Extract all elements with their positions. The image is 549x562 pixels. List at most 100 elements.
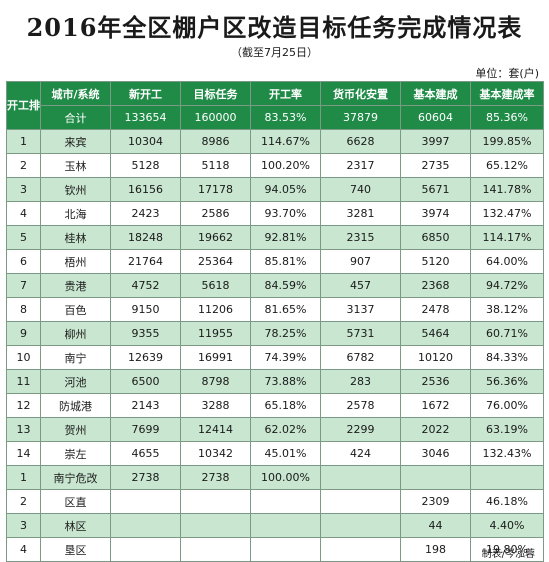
- value-cell: 5118: [180, 153, 251, 178]
- value-cell: 5120: [400, 249, 471, 274]
- value-cell: 3288: [180, 393, 251, 418]
- page-title: 2016年全区棚户区改造目标任务完成情况表: [26, 13, 523, 42]
- table-row: 2 区直 2309 46.18%: [6, 489, 544, 514]
- value-cell: 2143: [110, 393, 181, 418]
- table-row: 4 垦区 198 19.80%: [6, 537, 544, 562]
- table-row: 11 河池 6500 8798 73.88% 283 2536 56.36%: [6, 369, 544, 394]
- city-cell: 桂林: [40, 225, 111, 250]
- value-cell: [110, 489, 181, 514]
- value-cell: 21764: [110, 249, 181, 274]
- value-cell: 19.80%: [470, 537, 544, 562]
- value-cell: 18248: [110, 225, 181, 250]
- value-cell: 5671: [400, 177, 471, 202]
- value-cell: 16156: [110, 177, 181, 202]
- value-cell: 3137: [320, 297, 401, 322]
- value-cell: 2738: [180, 465, 251, 490]
- value-cell: 5618: [180, 273, 251, 298]
- value-cell: 11955: [180, 321, 251, 346]
- rank-cell: 10: [6, 345, 41, 370]
- value-cell: 2423: [110, 201, 181, 226]
- rank-cell: 8: [6, 297, 41, 322]
- value-cell: 93.70%: [250, 201, 321, 226]
- table-row: 3 林区 44 4.40%: [6, 513, 544, 538]
- column-header: 基本建成率: [470, 81, 544, 106]
- value-cell: 63.19%: [470, 417, 544, 442]
- value-cell: 4655: [110, 441, 181, 466]
- value-cell: 3046: [400, 441, 471, 466]
- city-cell: 南宁: [40, 345, 111, 370]
- value-cell: 6782: [320, 345, 401, 370]
- city-cell: 梧州: [40, 249, 111, 274]
- total-cell: 60604: [400, 105, 471, 130]
- value-cell: 132.43%: [470, 441, 544, 466]
- value-cell: 44: [400, 513, 471, 538]
- rank-cell: 1: [6, 465, 41, 490]
- value-cell: 74.39%: [250, 345, 321, 370]
- city-cell: 来宾: [40, 129, 111, 154]
- total-cell: 160000: [180, 105, 251, 130]
- value-cell: 4.40%: [470, 513, 544, 538]
- rank-cell: 13: [6, 417, 41, 442]
- table-row: 13 贺州 7699 12414 62.02% 2299 2022 63.19%: [6, 417, 544, 442]
- rank-cell: 5: [6, 225, 41, 250]
- table-row: 1 南宁危改 2738 2738 100.00%: [6, 465, 544, 490]
- value-cell: 85.81%: [250, 249, 321, 274]
- value-cell: 5731: [320, 321, 401, 346]
- city-cell: 垦区: [40, 537, 111, 562]
- total-row: 合计 133654 160000 83.53% 37879 60604 85.3…: [7, 105, 544, 130]
- value-cell: 7699: [110, 417, 181, 442]
- column-header: 新开工: [110, 81, 181, 106]
- table-row: 9 柳州 9355 11955 78.25% 5731 5464 60.71%: [6, 321, 544, 346]
- rank-cell: 2: [6, 153, 41, 178]
- rank-cell: 2: [6, 489, 41, 514]
- city-cell: 北海: [40, 201, 111, 226]
- value-cell: 5128: [110, 153, 181, 178]
- value-cell: 65.12%: [470, 153, 544, 178]
- table-row: 1 来宾 10304 8986 114.67% 6628 3997 199.85%: [6, 129, 544, 154]
- value-cell: [250, 537, 321, 562]
- value-cell: 198: [400, 537, 471, 562]
- rank-cell: 7: [6, 273, 41, 298]
- value-cell: 6500: [110, 369, 181, 394]
- value-cell: 5464: [400, 321, 471, 346]
- city-cell: 防城港: [40, 393, 111, 418]
- value-cell: 94.05%: [250, 177, 321, 202]
- value-cell: 19662: [180, 225, 251, 250]
- city-cell: 区直: [40, 489, 111, 514]
- value-cell: 114.67%: [250, 129, 321, 154]
- value-cell: 78.25%: [250, 321, 321, 346]
- table-row: 7 贵港 4752 5618 84.59% 457 2368 94.72%: [6, 273, 544, 298]
- rank-cell: 1: [6, 129, 41, 154]
- table-body: 1 来宾 10304 8986 114.67% 6628 3997 199.85% 2 玉林 512…: [6, 129, 544, 562]
- rank-cell: 14: [6, 441, 41, 466]
- rank-header: 开工排名: [6, 81, 41, 130]
- value-cell: [470, 465, 544, 490]
- unit-label: 单位：套(户): [475, 67, 539, 80]
- value-cell: [180, 489, 251, 514]
- city-cell: 百色: [40, 297, 111, 322]
- table-row: 5 桂林 18248 19662 92.81% 2315 6850 114.17%: [6, 225, 544, 250]
- value-cell: 3997: [400, 129, 471, 154]
- column-header: 目标任务: [180, 81, 251, 106]
- city-cell: 贺州: [40, 417, 111, 442]
- value-cell: 141.78%: [470, 177, 544, 202]
- value-cell: 2317: [320, 153, 401, 178]
- value-cell: 16991: [180, 345, 251, 370]
- column-header: 开工率: [250, 81, 321, 106]
- table-row: 12 防城港 2143 3288 65.18% 2578 1672 76.00%: [6, 393, 544, 418]
- value-cell: 8986: [180, 129, 251, 154]
- value-cell: 1672: [400, 393, 471, 418]
- page-subtitle: （截至7月25日）: [231, 46, 318, 59]
- value-cell: 114.17%: [470, 225, 544, 250]
- value-cell: 84.59%: [250, 273, 321, 298]
- value-cell: [320, 489, 401, 514]
- value-cell: 10304: [110, 129, 181, 154]
- rank-cell: 4: [6, 201, 41, 226]
- value-cell: 60.71%: [470, 321, 544, 346]
- column-header: 货币化安置: [320, 81, 401, 106]
- city-cell: 玉林: [40, 153, 111, 178]
- value-cell: 2299: [320, 417, 401, 442]
- value-cell: 76.00%: [470, 393, 544, 418]
- rank-cell: 12: [6, 393, 41, 418]
